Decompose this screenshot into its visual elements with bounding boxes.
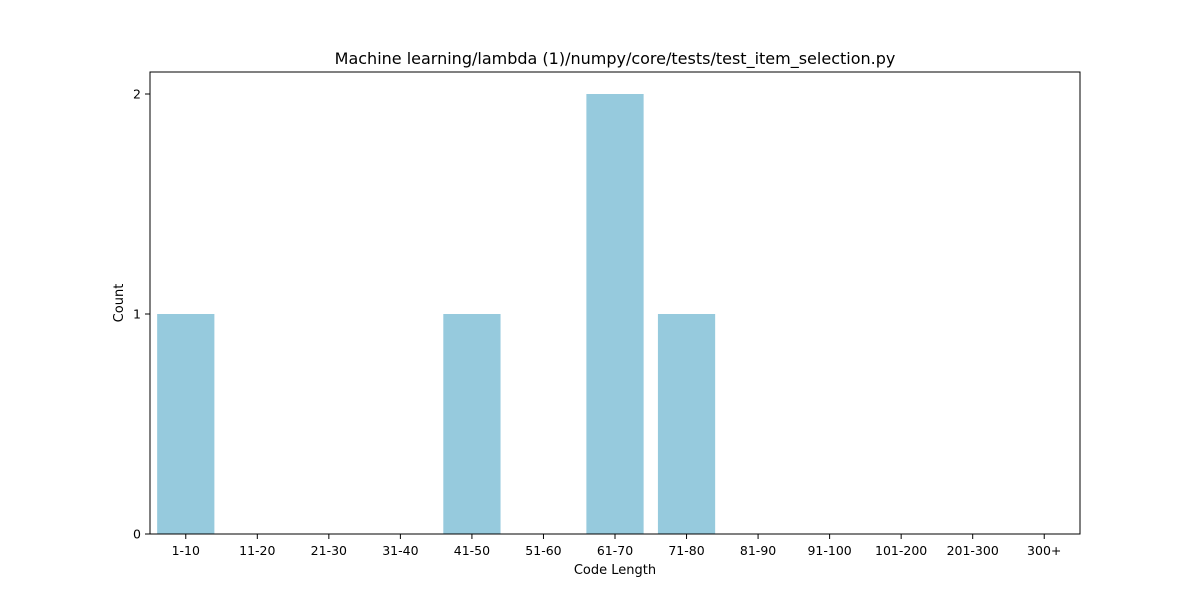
bars-group [157, 94, 716, 534]
y-tick-label: 0 [133, 527, 141, 542]
y-tick-label: 1 [133, 307, 141, 322]
x-tick-label: 41-50 [454, 543, 490, 558]
x-tick-label: 61-70 [597, 543, 633, 558]
x-axis-ticks: 1-10 11-20 21-30 31-40 41-50 51-60 61-70 71-80 8… [172, 534, 1061, 558]
x-tick-label: 81-90 [740, 543, 776, 558]
bar-1-10 [157, 314, 215, 534]
y-axis-ticks: 0 1 2 [133, 87, 150, 542]
x-tick-label: 1-10 [172, 543, 200, 558]
chart-title: Machine learning/lambda (1)/numpy/core/t… [335, 49, 896, 69]
x-tick-label: 101-200 [875, 543, 927, 558]
x-tick-label: 71-80 [668, 543, 704, 558]
y-tick-label: 2 [133, 87, 141, 102]
x-tick-label: 11-20 [239, 543, 275, 558]
y-axis-label: Count [112, 284, 127, 323]
x-tick-label: 21-30 [311, 543, 347, 558]
x-tick-label: 31-40 [382, 543, 418, 558]
x-axis-label: Code Length [574, 563, 656, 578]
x-tick-label: 300+ [1027, 543, 1061, 558]
bar-41-50 [443, 314, 501, 534]
x-tick-label: 51-60 [525, 543, 561, 558]
bar-61-70 [586, 94, 644, 534]
bar-71-80 [657, 314, 716, 534]
plot-area-frame [149, 71, 1081, 535]
x-tick-label: 201-300 [947, 543, 999, 558]
x-tick-label: 91-100 [807, 543, 851, 558]
